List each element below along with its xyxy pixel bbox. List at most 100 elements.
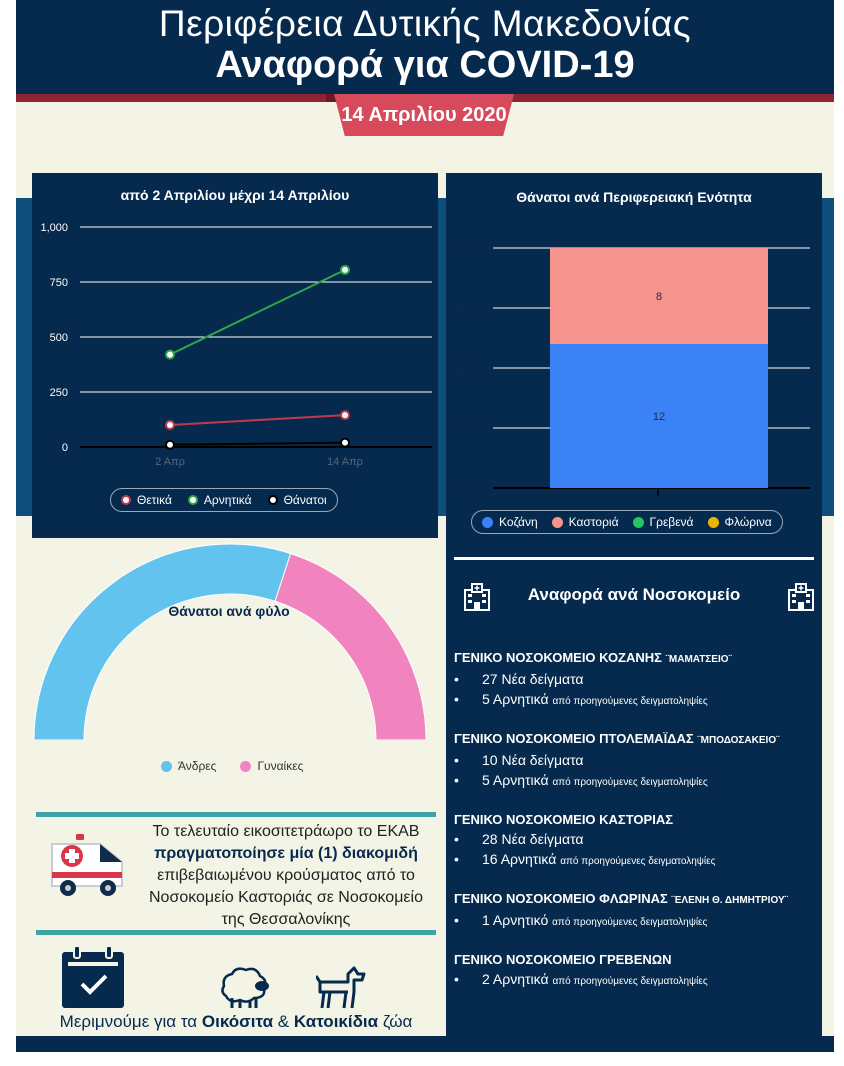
hospital-subname: ¨ΜΠΟΔΟΣΑΚΕΙΟ¨ xyxy=(697,735,780,746)
legend-label: Γυναίκες xyxy=(257,759,304,773)
sheep-icon xyxy=(221,967,269,1008)
ekab-text: Το τελευταίο εικοσιτετράωρο το ΕΚΑΒ πραγ… xyxy=(136,821,436,931)
divider-top xyxy=(36,812,436,817)
series-line xyxy=(169,441,346,446)
y-tick-label: 15 xyxy=(456,303,468,315)
ribbon-fold xyxy=(326,94,336,102)
bar-chart-legend: Κοζάνη Καστοριά Γρεβενά Φλώρινα xyxy=(471,510,783,534)
gauge-legend: Άνδρες Γυναίκες xyxy=(161,759,303,773)
legend-label: Άνδρες xyxy=(178,759,217,773)
header: Περιφέρεια Δυτικής Μακεδονίας Αναφορά γι… xyxy=(16,0,834,94)
hospital-name-text: ΓΕΝΙΚΟ ΝΟΣΟΚΟΜΕΙΟ ΠΤΟΛΕΜΑΪΔΑΣ xyxy=(454,731,694,746)
bar-segment xyxy=(550,248,768,344)
hospital-name: ΓΕΝΙΚΟ ΝΟΣΟΚΟΜΕΙΟ ΓΡΕΒΕΝΩΝ xyxy=(454,950,820,969)
ekab-line: Νοσοκομείο Καστοριάς σε Νοσοκομείο xyxy=(148,889,424,906)
legend-kozani[interactable]: Κοζάνη xyxy=(482,515,538,529)
list-item: • 16 Αρνητικά από προηγούμενες δειγματολη… xyxy=(454,849,820,872)
region-title: Περιφέρεια Δυτικής Μακεδονίας xyxy=(158,3,692,44)
y-tick-label: 10 xyxy=(456,363,468,375)
hospital-icon xyxy=(788,583,814,611)
legend-marker-women xyxy=(240,760,252,772)
list-item: • 5 Αρνητικά από προηγούμενες δειγματοληψ… xyxy=(454,689,820,712)
legend-label: Φλώρινα xyxy=(724,515,772,529)
x-tick-label: 14 Απρ xyxy=(327,456,363,468)
dog-icon xyxy=(316,966,366,1009)
legend-marker-positive xyxy=(121,495,131,505)
row-note: από προηγούμενες δειγματοληψίες xyxy=(552,976,708,987)
care-suffix: ζώα xyxy=(382,1012,413,1031)
legend-negative[interactable]: Αρνητικά xyxy=(187,493,252,507)
x-tick-label: 2 Απρ xyxy=(155,456,185,468)
infographic: Περιφέρεια Δυτικής Μακεδονίας Αναφορά γι… xyxy=(16,0,834,1052)
ekab-line: της Θεσσαλονίκης xyxy=(221,911,351,928)
y-tick-label: 250 xyxy=(50,387,68,399)
row-text: 27 Νέα δείγματα xyxy=(482,671,584,687)
hospital-grevena: ΓΕΝΙΚΟ ΝΟΣΟΚΟΜΕΙΟ ΓΡΕΒΕΝΩΝ • 2 Αρνητικά α… xyxy=(454,950,820,992)
line-chart: 0 250 500 750 1,000 2 Απρ 14 Απρ xyxy=(40,222,432,468)
row-note: από προηγούμενες δειγματοληψίες xyxy=(552,696,708,707)
row-text: 16 Αρνητικά xyxy=(482,851,557,867)
line-chart-legend: Θετικά Αρνητικά Θάνατοι xyxy=(110,488,338,512)
legend-label: Γρεβενά xyxy=(649,515,694,529)
hospital-subname: ¨ΕΛΕΝΗ Θ. ΔΗΜΗΤΡΙΟΥ¨ xyxy=(671,895,788,906)
legend-label: Καστοριά xyxy=(568,515,619,529)
list-item: • 28 Νέα δείγματα xyxy=(454,829,820,849)
data-label: 12 xyxy=(653,411,665,423)
hospital-subname: ¨ΜΑΜΑΤΣΕΙΟ¨ xyxy=(665,654,732,665)
y-tick-label: 5 xyxy=(462,423,468,435)
row-text: 2 Αρνητικά xyxy=(482,971,549,987)
care-prefix: Μεριμνούμε για τα xyxy=(59,1012,198,1031)
row-text: 28 Νέα δείγματα xyxy=(482,831,584,847)
calendar-icon xyxy=(62,945,124,1008)
bullet: • xyxy=(454,851,459,867)
bar-chart: 0 5 10 15 20 12 8 xyxy=(456,243,810,496)
hospital-name-text: ΓΕΝΙΚΟ ΝΟΣΟΚΟΜΕΙΟ ΦΛΩΡΙΝΑΣ xyxy=(454,891,668,906)
list-item: • 1 Αρνητικό από προηγούμενες δειγματοληψ… xyxy=(454,910,820,933)
legend-marker-deaths xyxy=(267,495,278,505)
divider-bottom xyxy=(36,930,436,935)
data-point xyxy=(340,437,350,448)
gender-gauge xyxy=(33,543,427,740)
bullet: • xyxy=(454,772,459,788)
hospital-kastoria: ΓΕΝΙΚΟ ΝΟΣΟΚΟΜΕΙΟ ΚΑΣΤΟΡΙΑΣ • 28 Νέα δείγ… xyxy=(454,810,820,872)
data-point xyxy=(340,264,350,275)
hospital-list: ΓΕΝΙΚΟ ΝΟΣΟΚΟΜΕΙΟ ΚΟΖΑΝΗΣ ¨ΜΑΜΑΤΣΕΙΟ¨ • 2… xyxy=(454,648,820,1009)
y-tick-label: 500 xyxy=(50,332,68,344)
legend-marker-florina xyxy=(707,516,719,528)
legend-marker-negative xyxy=(187,495,198,505)
care-text: Μεριμνούμε για τα Οικόσιτα & Κατοικίδια … xyxy=(36,1012,436,1032)
legend-men[interactable]: Άνδρες xyxy=(161,759,216,773)
bullet: • xyxy=(454,752,459,768)
hospitals-divider xyxy=(454,557,814,560)
ekab-highlight: πραγματοποίησε μία (1) διακομιδή xyxy=(154,845,418,862)
bullet: • xyxy=(454,831,459,847)
line-chart-title: από 2 Απριλίου μέχρι 14 Απριλίου xyxy=(120,187,350,203)
ekab-line: επιβεβαιωμένου κρούσματος από το xyxy=(157,867,415,884)
data-point xyxy=(340,410,350,421)
report-title: Αναφορά για COVID-19 xyxy=(215,44,635,86)
legend-deaths[interactable]: Θάνατοι xyxy=(267,493,327,507)
ambulance-icon xyxy=(51,834,123,896)
line-chart-panel: από 2 Απριλίου μέχρι 14 Απριλίου 0 250 500… xyxy=(32,173,438,538)
legend-label: Αρνητικά xyxy=(203,493,252,507)
series-line xyxy=(169,414,346,426)
legend-label: Κοζάνη xyxy=(499,515,538,529)
data-point xyxy=(165,349,175,360)
data-label: 8 xyxy=(656,291,662,303)
y-tick-label: 1,000 xyxy=(40,222,68,234)
bar-segment xyxy=(550,344,768,488)
bar-chart-title: Θάνατοι ανά Περιφερειακή Ενότητα xyxy=(516,189,752,205)
hospital-kozani: ΓΕΝΙΚΟ ΝΟΣΟΚΟΜΕΙΟ ΚΟΖΑΝΗΣ ¨ΜΑΜΑΤΣΕΙΟ¨ • 2… xyxy=(454,648,820,712)
legend-florina[interactable]: Φλώρινα xyxy=(707,515,772,529)
y-tick-label: 0 xyxy=(62,442,68,454)
legend-women[interactable]: Γυναίκες xyxy=(240,759,303,773)
data-point xyxy=(165,420,175,430)
legend-positive[interactable]: Θετικά xyxy=(121,493,172,507)
hospital-name: ΓΕΝΙΚΟ ΝΟΣΟΚΟΜΕΙΟ ΠΤΟΛΕΜΑΪΔΑΣ ¨ΜΠΟΔΟΣΑΚΕ… xyxy=(454,729,820,750)
bar-chart-panel: Θάνατοι ανά Περιφερειακή Ενότητα 0 5 10 15 2… xyxy=(446,173,822,538)
legend-grevena[interactable]: Γρεβενά xyxy=(632,515,694,529)
legend-kastoria[interactable]: Καστοριά xyxy=(551,515,619,529)
row-text: 10 Νέα δείγματα xyxy=(482,752,584,768)
hospital-name-text: ΓΕΝΙΚΟ ΝΟΣΟΚΟΜΕΙΟ ΓΡΕΒΕΝΩΝ xyxy=(454,952,672,967)
hospital-name-text: ΓΕΝΙΚΟ ΝΟΣΟΚΟΜΕΙΟ ΚΑΣΤΟΡΙΑΣ xyxy=(454,812,674,827)
